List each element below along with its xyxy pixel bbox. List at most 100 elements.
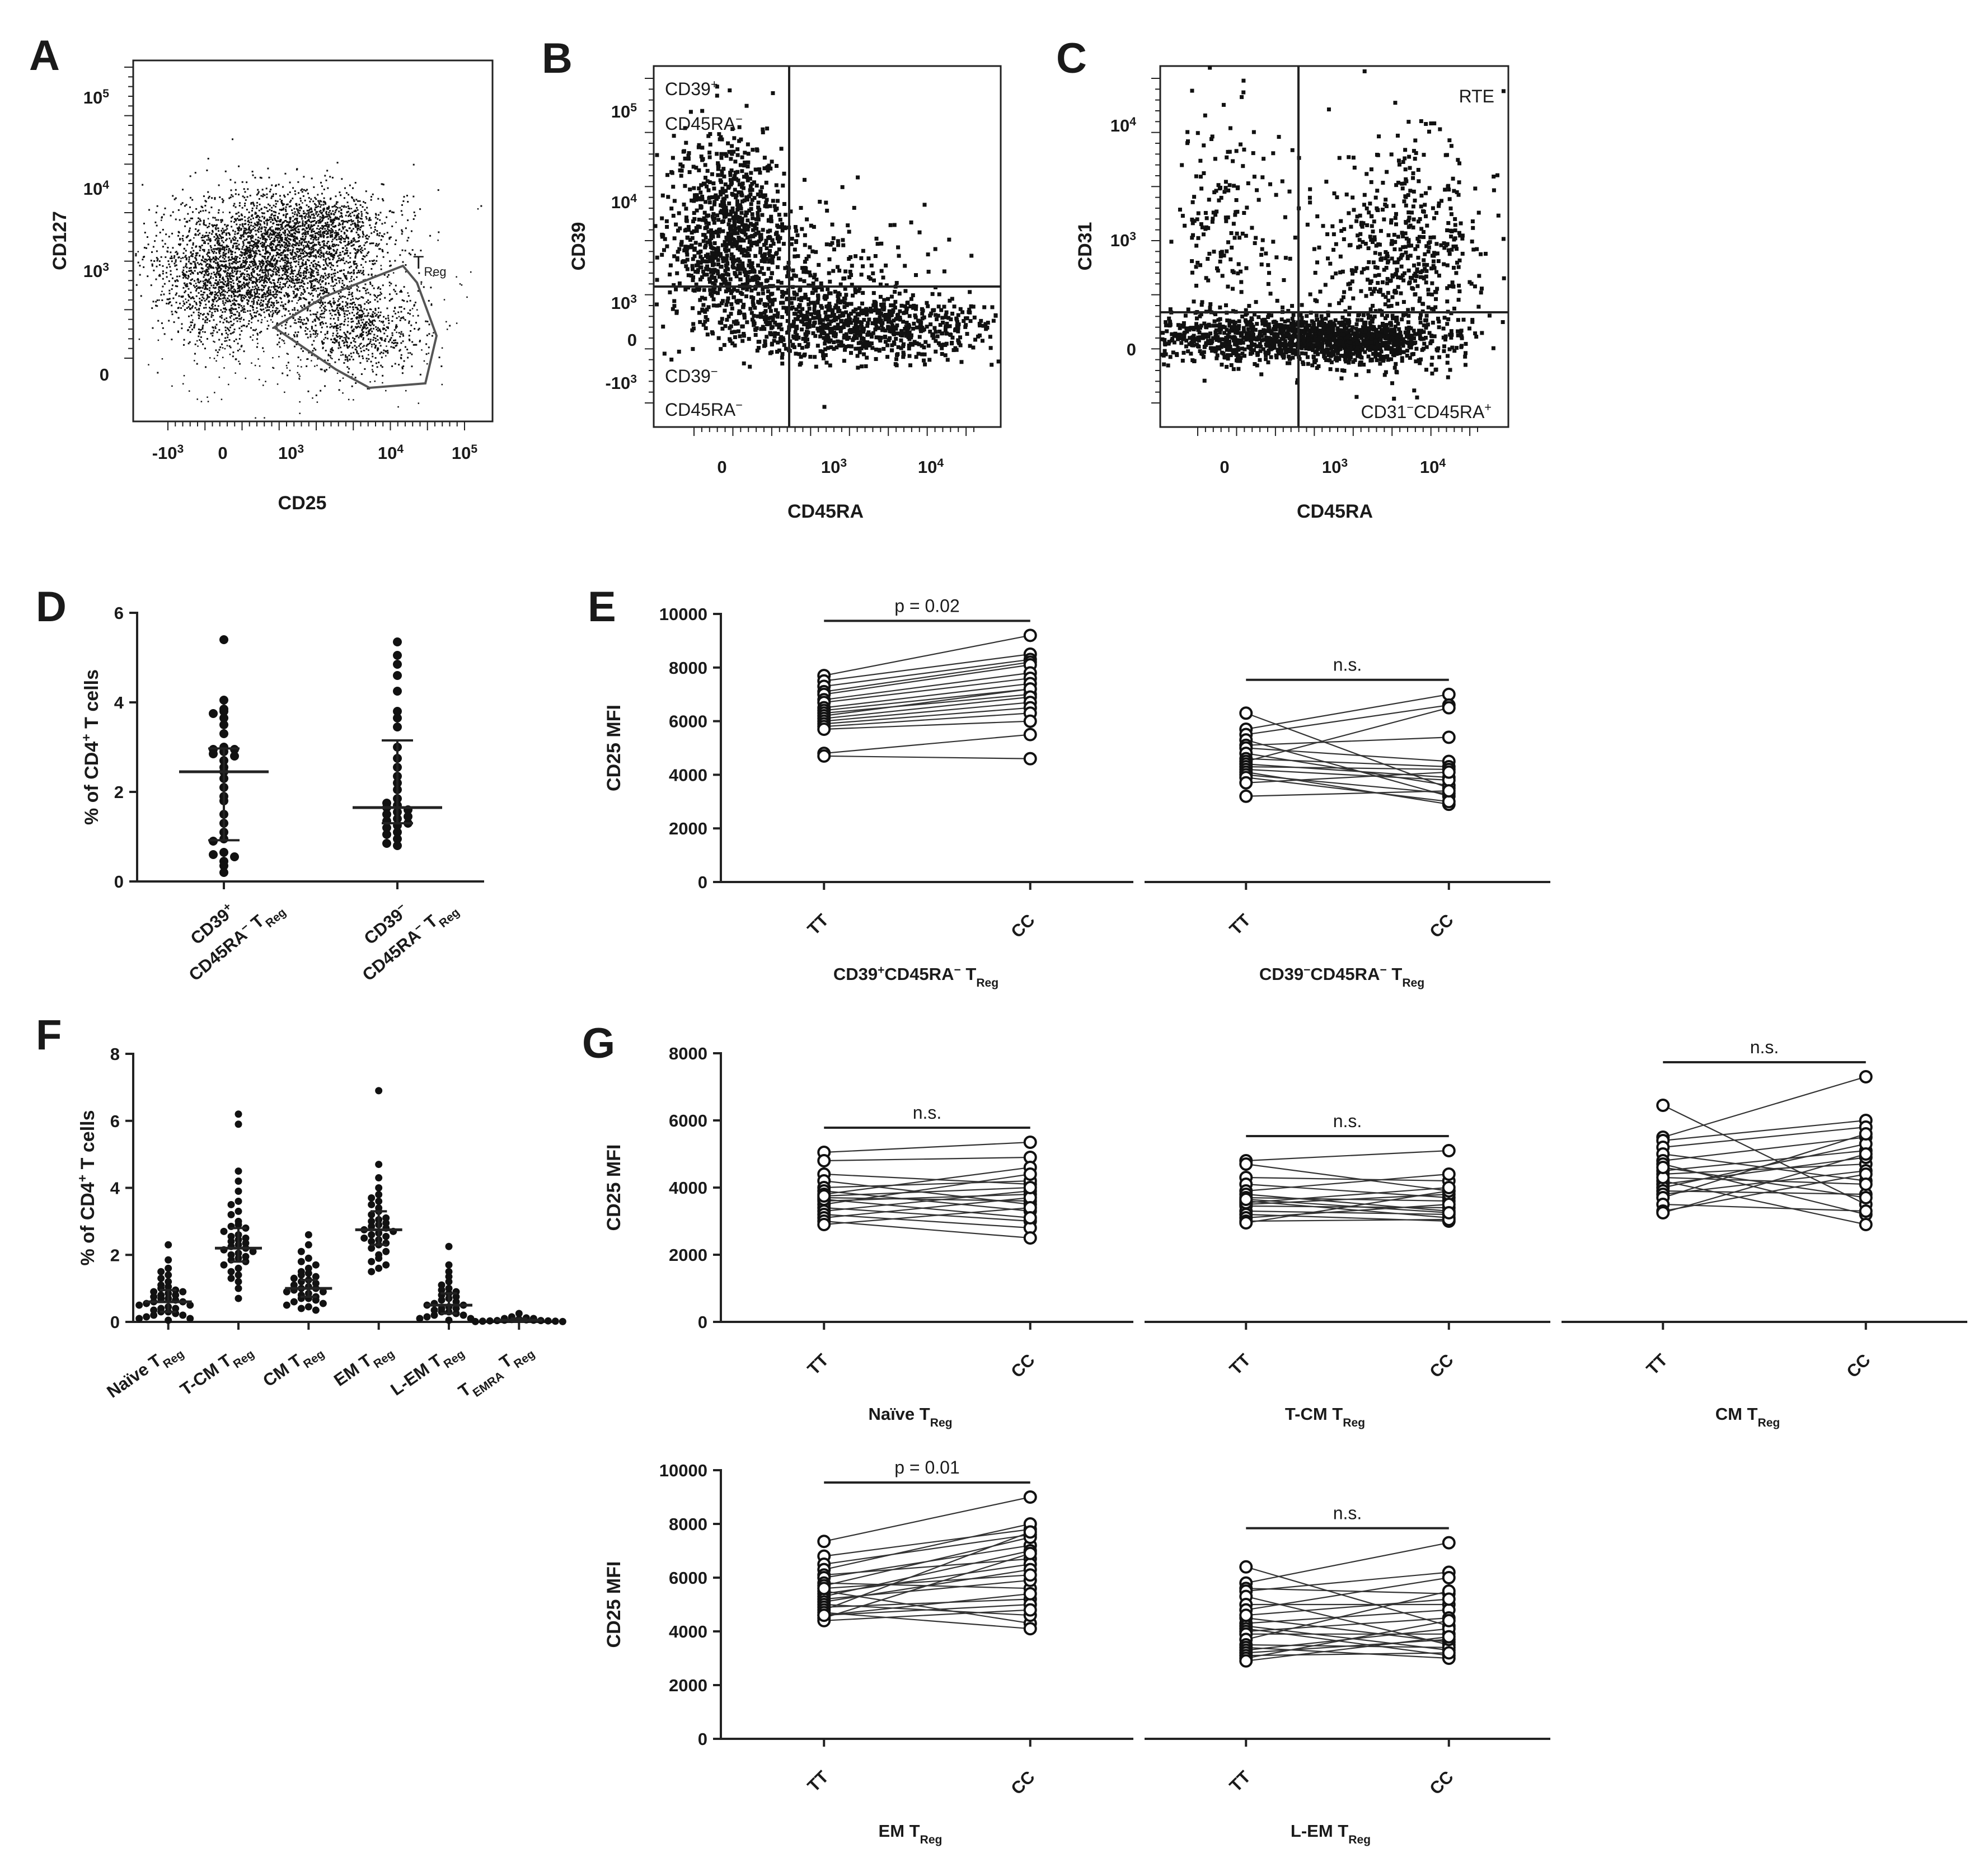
scatter-dot (250, 289, 252, 291)
scatter-dot (154, 221, 157, 223)
scatter-dot (262, 246, 264, 248)
scatter-dot (359, 314, 362, 316)
scatter-dot (202, 280, 204, 283)
scatter-dot (359, 347, 362, 349)
scatter-dot (345, 336, 348, 338)
scatter-dot (273, 302, 275, 304)
scatter-dot (167, 247, 169, 249)
scatter-dot (300, 326, 302, 329)
scatter-dot (286, 256, 288, 258)
scatter-dot (262, 308, 265, 311)
scatter-dot (398, 364, 400, 366)
scatter-dot (218, 237, 221, 240)
scatter-dot (342, 354, 344, 356)
scatter-dot (228, 330, 231, 332)
scatter-dot (253, 302, 255, 304)
scatter-dot (332, 238, 334, 241)
scatter-dot (286, 276, 288, 279)
scatter-dot (358, 234, 360, 236)
scatter-dot (307, 358, 309, 360)
scatter-dot (197, 287, 199, 289)
scatter-dot (348, 368, 350, 370)
scatter-dot (330, 221, 332, 223)
scatter-dot (323, 232, 326, 234)
scatter-dot (274, 232, 276, 234)
scatter-dot (428, 333, 430, 335)
scatter-dot (222, 286, 224, 288)
scatter-dot (254, 176, 256, 179)
scatter-dot (310, 238, 312, 240)
scatter-dot (214, 248, 216, 250)
scatter-dot (314, 217, 316, 219)
scatter-dot (278, 243, 280, 246)
scatter-dot (195, 288, 198, 290)
scatter-dot (174, 262, 176, 265)
scatter-dot (219, 235, 222, 237)
scatter-dot (285, 365, 288, 367)
scatter-dot (242, 325, 245, 327)
scatter-dot (362, 222, 364, 224)
scatter-dot (395, 345, 397, 347)
scatter-dot (256, 288, 258, 290)
scatter-dot (330, 230, 332, 232)
scatter-dot (232, 261, 235, 263)
scatter-dot (243, 318, 245, 321)
scatter-dot (318, 203, 321, 205)
scatter-dot (353, 279, 355, 281)
scatter-dot (326, 215, 329, 218)
scatter-dot (210, 282, 212, 284)
scatter-dot (294, 261, 297, 263)
scatter-dot (382, 328, 385, 330)
scatter-dot (354, 255, 357, 257)
scatter-dot (257, 191, 260, 193)
scatter-dot (260, 276, 262, 278)
scatter-dot (275, 185, 277, 187)
scatter-dot (313, 340, 315, 342)
scatter-dot (233, 329, 236, 331)
scatter-dot (301, 215, 303, 217)
scatter-dot (246, 250, 248, 252)
scatter-dot (322, 217, 325, 219)
scatter-dot (207, 274, 209, 276)
scatter-dot (230, 290, 232, 292)
scatter-dot (236, 268, 238, 270)
scatter-dot (180, 243, 182, 245)
scatter-dot (359, 221, 361, 223)
scatter-dot (232, 275, 234, 278)
scatter-dot (313, 255, 316, 257)
scatter-dot (329, 355, 331, 357)
scatter-dot (387, 352, 389, 354)
scatter-dot (345, 277, 348, 279)
scatter-dot (217, 212, 219, 214)
scatter-dot (189, 304, 191, 306)
scatter-dot (265, 207, 268, 209)
scatter-dot (267, 235, 269, 237)
scatter-dot (325, 274, 327, 276)
scatter-dot (378, 234, 381, 237)
scatter-dot (353, 214, 355, 217)
scatter-dot (298, 378, 301, 380)
scatter-dot (428, 346, 430, 349)
scatter-dot (216, 268, 218, 270)
scatter-dot (224, 294, 226, 297)
scatter-dot (309, 251, 311, 254)
scatter-dot (248, 264, 251, 266)
scatter-dot (238, 360, 240, 363)
scatter-dot (152, 301, 154, 303)
scatter-dot (233, 290, 236, 293)
scatter-dot (255, 238, 257, 241)
scatter-dot (260, 305, 262, 307)
scatter-dot (278, 291, 280, 293)
scatter-dot (260, 321, 262, 323)
scatter-dot (268, 229, 270, 231)
scatter-dot (232, 195, 234, 198)
scatter-dot (336, 324, 339, 326)
scatter-dot (312, 350, 314, 352)
scatter-dot (276, 261, 278, 263)
scatter-dot (218, 283, 220, 285)
scatter-dot (260, 254, 262, 256)
scatter-dot (302, 259, 304, 261)
scatter-dot (258, 278, 260, 280)
scatter-dot (345, 234, 348, 237)
scatter-dot (365, 292, 367, 294)
